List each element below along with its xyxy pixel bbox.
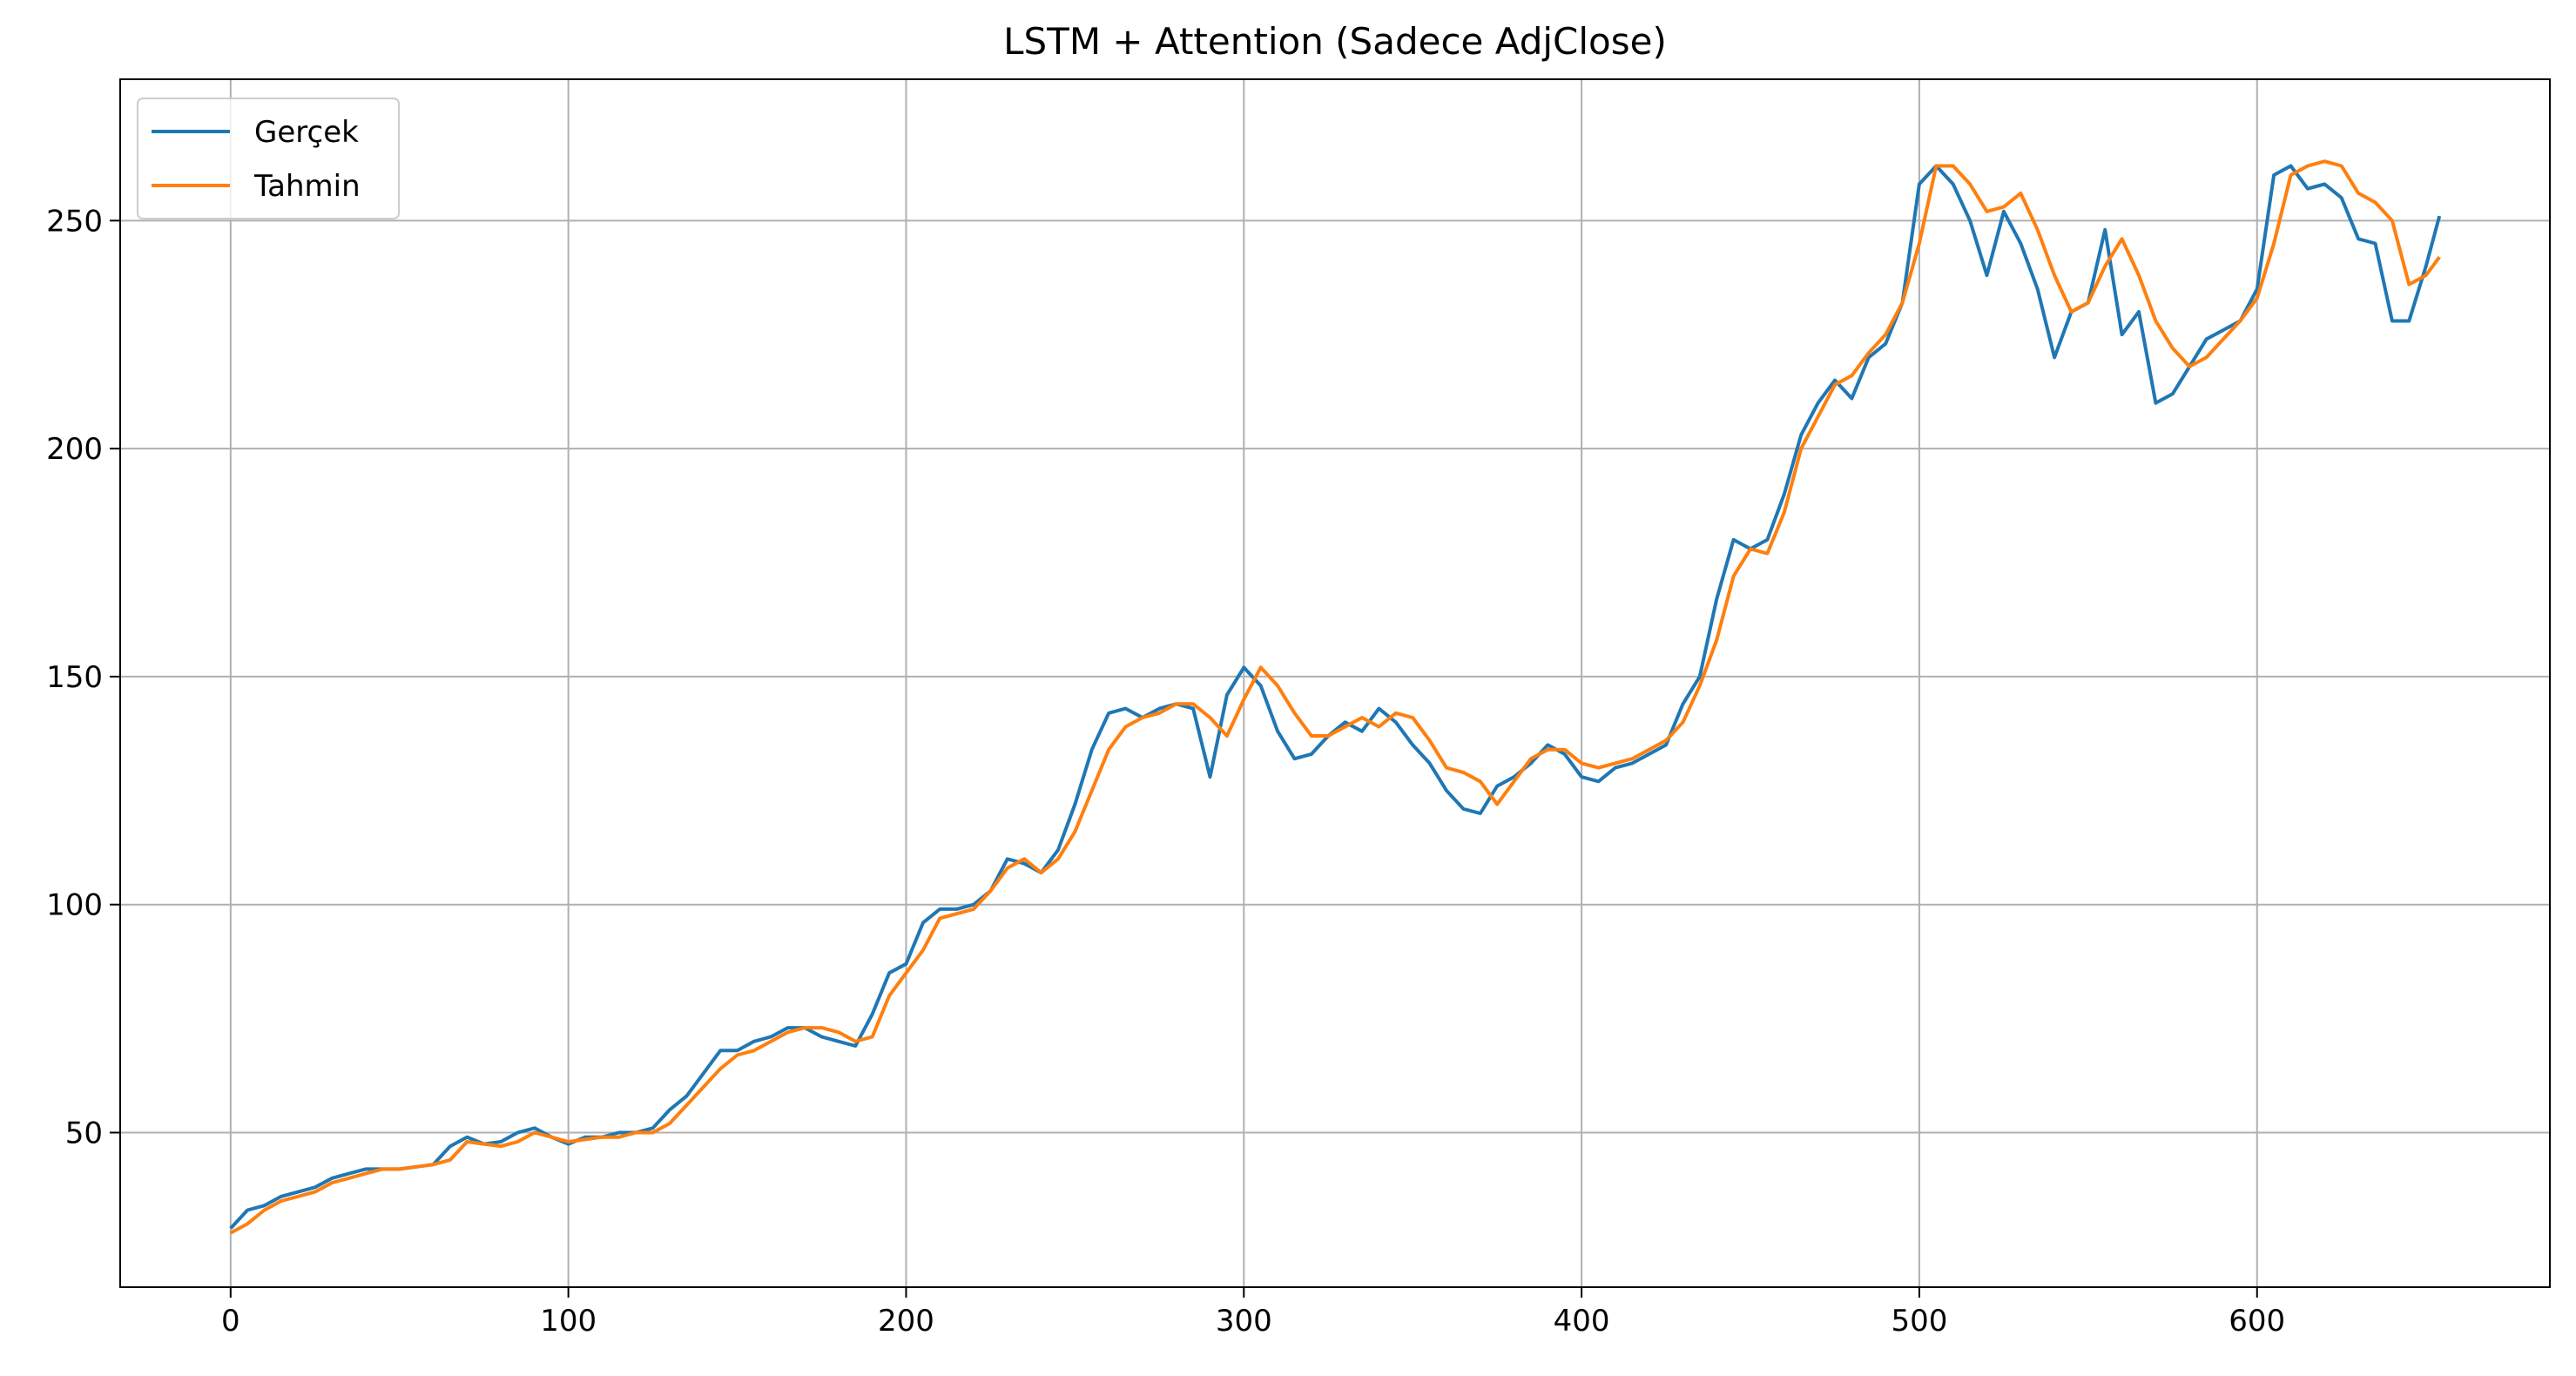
x-tick-label: 400 — [1554, 1304, 1610, 1339]
x-tick-label: 0 — [221, 1304, 240, 1339]
series-line — [229, 159, 2441, 1235]
legend: Gerçek Tahmin — [137, 98, 400, 219]
y-tick-label: 250 — [46, 204, 103, 239]
chart-title: LSTM + Attention (Sadece AdjClose) — [1003, 20, 1667, 63]
x-tick-label: 500 — [1891, 1304, 1947, 1339]
legend-box — [137, 98, 400, 219]
x-tick-label: 200 — [878, 1304, 934, 1339]
legend-label: Gerçek — [254, 115, 359, 150]
y-tick-label: 200 — [46, 432, 103, 467]
x-tick-label: 600 — [2229, 1304, 2285, 1339]
y-tick-label: 150 — [46, 660, 103, 695]
x-tick-label: 300 — [1216, 1304, 1272, 1339]
x-tick-label: 100 — [540, 1304, 597, 1339]
legend-label: Tahmin — [253, 169, 361, 204]
y-tick-label: 50 — [65, 1116, 103, 1151]
plot-frame — [119, 78, 2551, 1288]
series-line — [229, 164, 2442, 1230]
y-tick-label: 100 — [46, 888, 103, 923]
